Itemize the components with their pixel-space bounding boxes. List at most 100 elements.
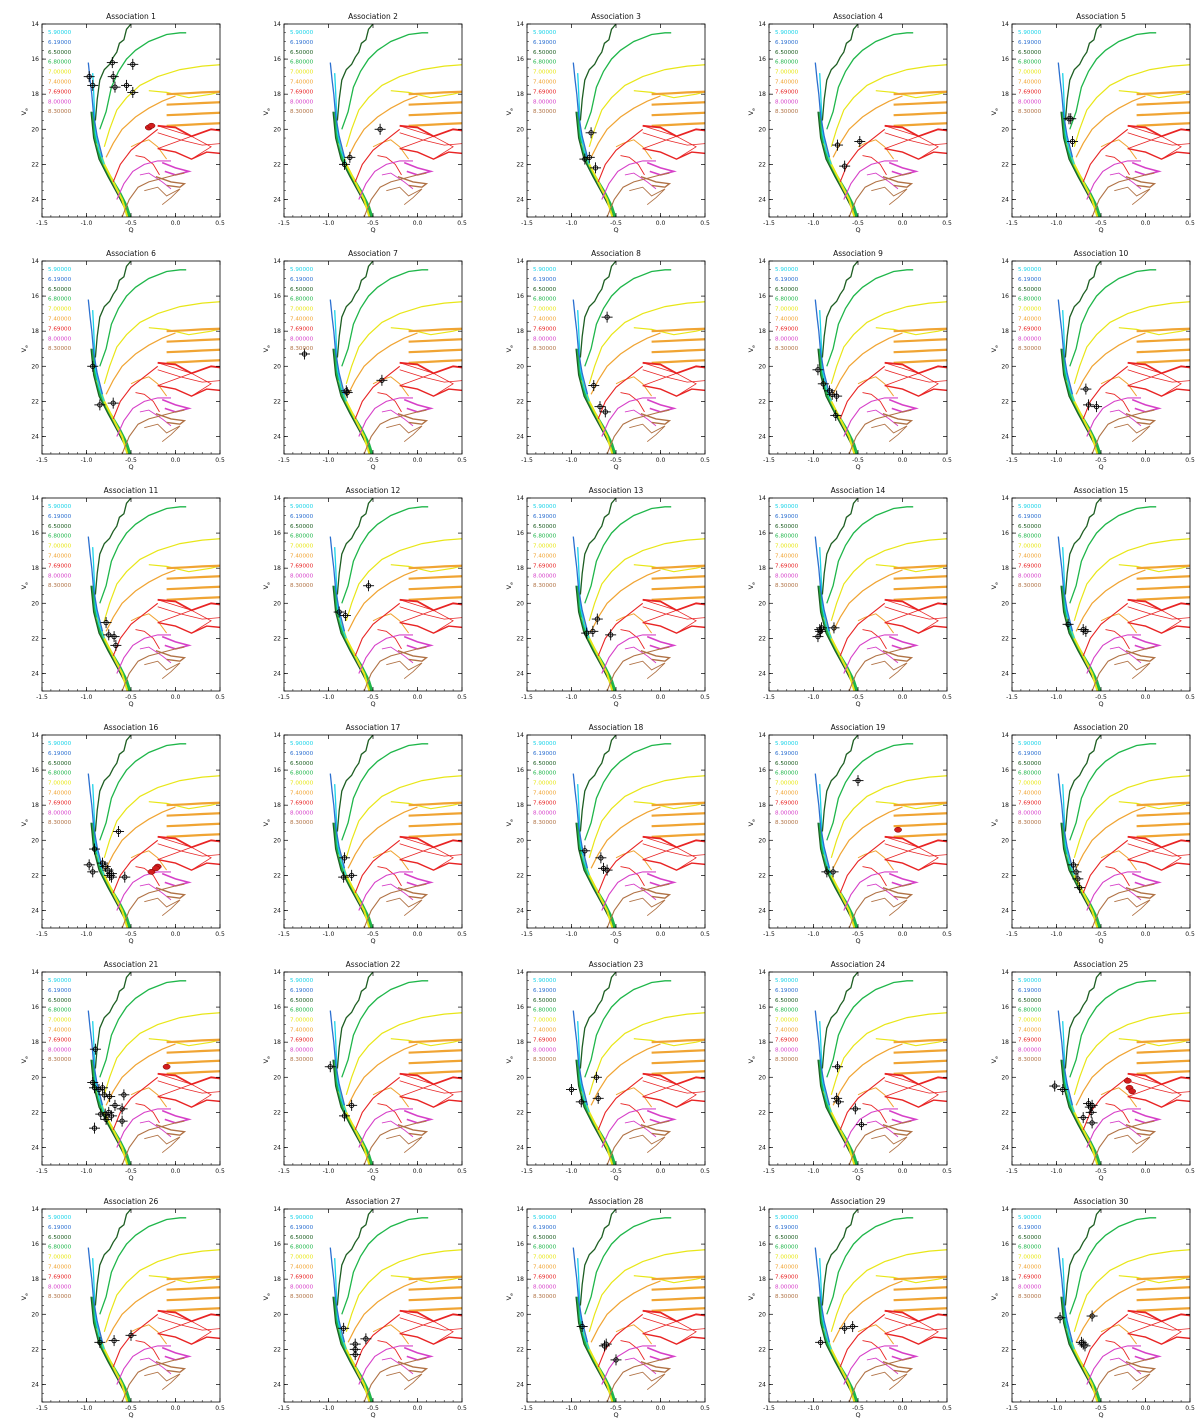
x-tick-label: -0.5 (125, 931, 137, 938)
x-tick-label: 0.5 (457, 1405, 467, 1412)
legend-entry: 6.19000 (48, 988, 72, 994)
legend-entry: 6.80000 (290, 1008, 314, 1014)
data-point (376, 374, 388, 386)
legend-entry: 7.69000 (1018, 800, 1042, 806)
data-point (827, 866, 839, 878)
x-axis-label: Q (370, 700, 375, 708)
legend-entry: 6.50000 (533, 50, 557, 56)
y-tick-label: 18 (273, 802, 281, 809)
legend-entry: 6.19000 (775, 1225, 799, 1231)
legend-entry: 6.19000 (1018, 277, 1042, 283)
y-axis-label: Ve (990, 582, 1000, 589)
legend-entry: 7.40000 (48, 317, 72, 323)
legend-entry: 6.50000 (290, 524, 314, 530)
legend-entry: 6.19000 (533, 277, 557, 283)
x-tick-label: 0.5 (1185, 1405, 1195, 1412)
x-tick-label: 0.5 (942, 220, 952, 227)
y-tick-label: 16 (273, 1241, 281, 1248)
legend-entry: 5.90000 (48, 504, 72, 510)
x-tick-label: -1.0 (566, 931, 578, 938)
legend-entry: 8.00000 (1018, 810, 1042, 816)
legend-entry: 6.50000 (533, 524, 557, 530)
y-tick-label: 22 (758, 398, 766, 405)
legend-entry: 5.90000 (533, 741, 557, 747)
y-tick-label: 16 (1001, 1004, 1009, 1011)
panel-title: Association 17 (346, 723, 401, 732)
y-tick-label: 24 (273, 1144, 281, 1151)
data-point (360, 1333, 372, 1345)
x-tick-label: -1.5 (521, 1405, 533, 1412)
legend-entry: 6.80000 (290, 297, 314, 303)
x-axis-label: Q (128, 1174, 133, 1182)
legend-entry: 7.69000 (533, 800, 557, 806)
data-point (831, 390, 843, 402)
data-point (849, 1103, 861, 1115)
legend-entry: 7.69000 (1018, 563, 1042, 569)
y-tick-label: 16 (1001, 56, 1009, 63)
legend-entry: 7.40000 (533, 554, 557, 560)
legend-entry: 5.90000 (533, 267, 557, 273)
legend-entry: 6.80000 (290, 60, 314, 66)
x-tick-label: 0.5 (700, 1405, 710, 1412)
x-tick-label: 0.0 (898, 694, 908, 701)
legend-entry: 6.19000 (48, 514, 72, 520)
x-tick-label: -1.0 (808, 220, 820, 227)
legend-entry: 6.80000 (533, 1245, 557, 1251)
x-tick-label: 0.0 (656, 931, 666, 938)
data-point (1091, 401, 1103, 413)
x-axis-label: Q (370, 937, 375, 945)
legend-entry: 6.19000 (533, 40, 557, 46)
legend-entry: 6.19000 (1018, 514, 1042, 520)
x-tick-label: -1.5 (1006, 931, 1018, 938)
x-tick-label: 0.0 (1141, 220, 1151, 227)
data-point (339, 158, 351, 170)
x-tick-label: 0.5 (942, 457, 952, 464)
panel-title: Association 10 (1074, 249, 1129, 258)
x-tick-label: -1.0 (81, 931, 93, 938)
x-tick-label: 0.0 (413, 220, 423, 227)
x-tick-label: -0.5 (367, 694, 379, 701)
legend-entry: 7.69000 (48, 326, 72, 332)
legend-entry: 7.00000 (533, 1018, 557, 1024)
legend-entry: 7.69000 (533, 563, 557, 569)
x-tick-label: -0.5 (367, 1405, 379, 1412)
y-tick-label: 24 (1001, 433, 1009, 440)
cmd-panel-29: Association 29 -1.5 -1.0 -0.5 0.0 0.5 14 16 18 20… (747, 1197, 952, 1419)
x-tick-label: -0.5 (125, 694, 137, 701)
y-tick-label: 24 (1001, 907, 1009, 914)
isochrone-tracks (329, 498, 462, 691)
cmd-panel-14: Association 14 -1.5 -1.0 -0.5 0.0 0.5 14 16 18 20… (747, 486, 952, 708)
data-point (107, 397, 119, 409)
y-tick-label: 20 (758, 600, 766, 607)
legend-entry: 7.40000 (48, 791, 72, 797)
y-tick-label: 24 (273, 433, 281, 440)
data-point (832, 1061, 844, 1073)
isochrone-tracks (572, 1209, 705, 1402)
y-tick-label: 16 (273, 530, 281, 537)
legend-entry: 8.00000 (1018, 573, 1042, 579)
x-tick-label: -1.5 (763, 457, 775, 464)
x-axis-label: Q (370, 1411, 375, 1419)
y-tick-label: 22 (516, 1109, 524, 1116)
data-point (108, 631, 120, 643)
y-axis-label: Ve (20, 819, 30, 826)
x-tick-label: -1.0 (323, 1405, 335, 1412)
y-tick-label: 16 (273, 56, 281, 63)
x-tick-label: 0.5 (457, 694, 467, 701)
x-tick-label: -1.0 (1051, 1168, 1063, 1175)
x-tick-label: -1.5 (521, 694, 533, 701)
x-tick-label: -1.0 (323, 1168, 335, 1175)
legend-entry: 8.30000 (290, 820, 314, 826)
legend-entry: 7.00000 (1018, 307, 1042, 313)
legend-entry: 7.40000 (533, 317, 557, 323)
data-point (590, 162, 602, 174)
data-point (346, 869, 358, 881)
legend-entry: 8.00000 (290, 99, 314, 105)
legend-entry: 7.69000 (533, 326, 557, 332)
x-tick-label: -1.5 (278, 1405, 290, 1412)
legend-entry: 5.90000 (533, 1215, 557, 1221)
data-point (600, 1338, 612, 1350)
data-point (108, 1335, 120, 1347)
data-point (847, 1321, 859, 1333)
y-tick-label: 20 (31, 600, 39, 607)
